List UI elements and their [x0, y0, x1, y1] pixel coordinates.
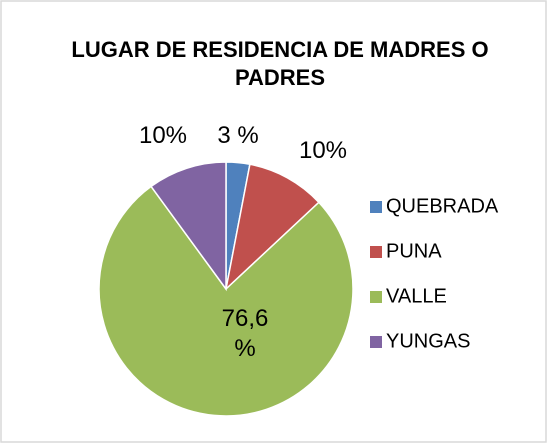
legend-swatch [370, 246, 382, 258]
legend-label: PUNA [386, 240, 442, 262]
legend-swatch [370, 201, 382, 213]
pie-slice [224, 163, 320, 292]
pie-slice [150, 161, 227, 292]
legend-label: QUEBRADA [386, 195, 499, 217]
data-label: 76,6 % [221, 305, 269, 362]
data-label: 10% [138, 122, 188, 149]
legend-label: YUNGAS [386, 330, 470, 352]
data-label: 3 % [217, 122, 259, 149]
data-label: 10% [298, 137, 348, 164]
legend-swatch [370, 291, 382, 303]
legend-label: VALLE [386, 285, 447, 307]
chart-title: LUGAR DE RESIDENCIA DE MADRES O PADRES [71, 37, 489, 90]
legend-swatch [370, 336, 382, 348]
pie-slice [98, 185, 354, 417]
